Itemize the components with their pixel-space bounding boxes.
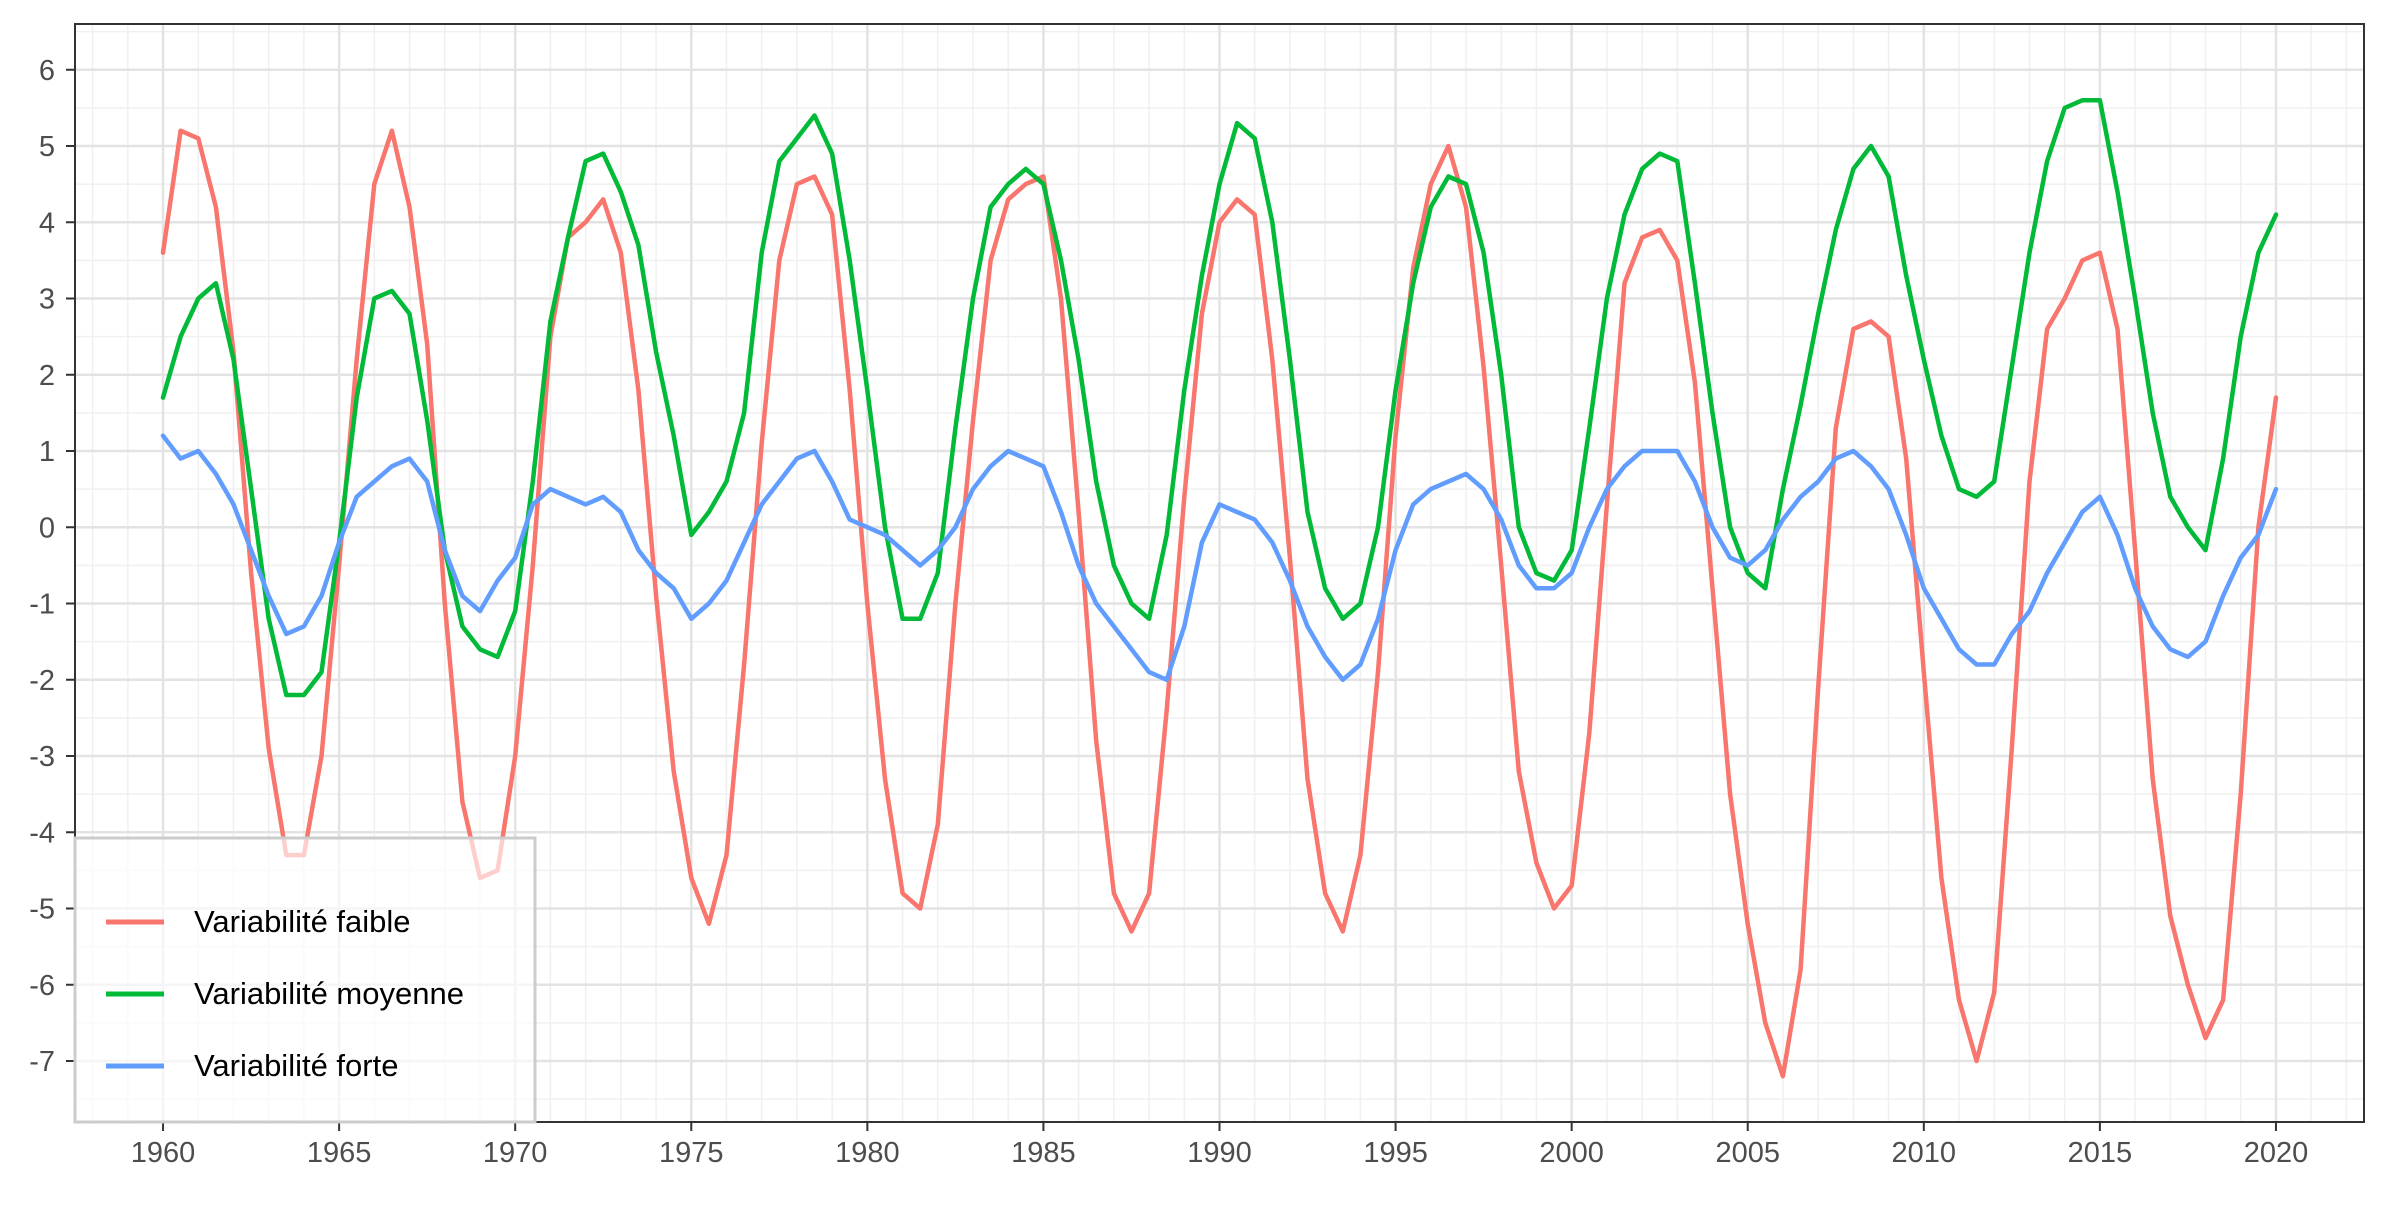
x-tick-label: 1995	[1363, 1137, 1428, 1169]
x-tick-label: 1970	[483, 1137, 548, 1169]
series-layer	[160, 98, 2279, 1079]
series-line-1	[160, 128, 2279, 1079]
y-tick-label: -3	[29, 741, 55, 773]
grid-major	[75, 24, 2364, 1122]
x-tick-label: 1985	[1011, 1137, 1076, 1169]
y-tick-label: -6	[29, 970, 55, 1002]
y-tick-label: 4	[39, 207, 55, 239]
x-tick-label: 2015	[2068, 1137, 2133, 1169]
series-line-3	[160, 433, 2279, 683]
x-tick-label: 1980	[835, 1137, 900, 1169]
x-tick-label: 2005	[1715, 1137, 1780, 1169]
series-line-2	[160, 98, 2279, 698]
y-axis: 6 5 4 3 2 1 0 -1 -2 -3 -4 -5 -6 -7	[29, 55, 75, 1078]
y-tick-label: 1	[39, 436, 55, 468]
y-tick-label: -2	[29, 665, 55, 697]
legend-items: Variabilité faible Variabilité moyenne Var…	[106, 904, 464, 1083]
legend-label-1: Variabilité faible	[194, 904, 411, 939]
x-tick-label: 1990	[1187, 1137, 1252, 1169]
x-tick-label: 1965	[307, 1137, 372, 1169]
y-tick-label: -1	[29, 589, 55, 621]
y-tick-label: 6	[39, 55, 55, 87]
legend-box	[73, 836, 537, 1124]
legend: Variabilité faible Variabilité moyenne Var…	[73, 836, 537, 1124]
x-tick-label: 2010	[1892, 1137, 1957, 1169]
x-tick-label: 2020	[2244, 1137, 2309, 1169]
y-tick-label: 2	[39, 360, 55, 392]
x-tick-label: 2000	[1539, 1137, 1604, 1169]
x-axis: 1960 1965 1970 1975 1980 1985 1990 1995 2000 2005…	[131, 1122, 2308, 1169]
legend-label-3: Variabilité forte	[194, 1048, 398, 1083]
y-tick-label: -4	[29, 817, 55, 849]
legend-label-2: Variabilité moyenne	[194, 976, 464, 1011]
x-tick-label: 1975	[659, 1137, 724, 1169]
y-tick-label: -7	[29, 1046, 55, 1078]
y-tick-label: -5	[29, 894, 55, 926]
y-tick-label: 3	[39, 284, 55, 316]
x-tick-label: 1960	[131, 1137, 196, 1169]
y-tick-label: 0	[39, 512, 55, 544]
y-tick-label: 5	[39, 131, 55, 163]
